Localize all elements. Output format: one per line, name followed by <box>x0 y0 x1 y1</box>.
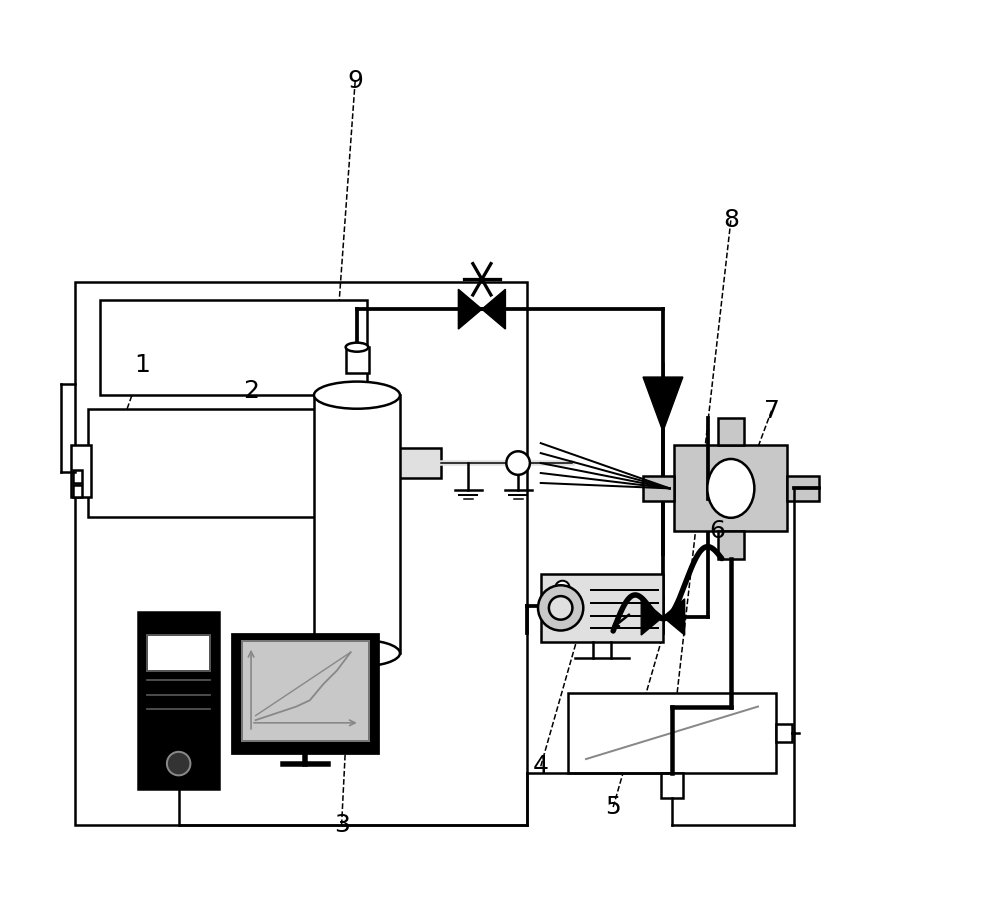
Text: 6: 6 <box>709 519 725 543</box>
Text: 4: 4 <box>533 755 549 778</box>
Bar <box>550 577 622 633</box>
Polygon shape <box>643 377 683 431</box>
Polygon shape <box>641 599 663 635</box>
Circle shape <box>555 581 570 596</box>
Bar <box>147 635 210 671</box>
Polygon shape <box>663 599 685 635</box>
Text: 5: 5 <box>605 795 621 819</box>
Bar <box>776 724 792 742</box>
Text: 2: 2 <box>243 379 259 402</box>
Bar <box>787 476 819 501</box>
Ellipse shape <box>346 342 368 351</box>
Text: 8: 8 <box>723 209 739 232</box>
Bar <box>568 693 776 773</box>
Bar <box>233 635 378 753</box>
Bar <box>138 612 219 789</box>
Polygon shape <box>458 290 482 329</box>
Bar <box>71 445 91 498</box>
Bar <box>73 470 82 483</box>
Bar <box>643 476 674 501</box>
Bar <box>242 641 369 741</box>
Text: 7: 7 <box>764 399 780 422</box>
Ellipse shape <box>314 381 400 409</box>
Bar <box>674 446 787 531</box>
Bar <box>661 773 683 798</box>
Bar <box>346 347 369 372</box>
Bar <box>718 419 744 446</box>
Bar <box>73 485 82 497</box>
Bar <box>387 448 441 479</box>
Text: 3: 3 <box>334 814 350 837</box>
Bar <box>568 583 588 599</box>
Bar <box>88 409 387 518</box>
Bar <box>314 395 400 653</box>
Bar <box>718 531 744 558</box>
Circle shape <box>167 752 190 775</box>
Text: 9: 9 <box>347 69 363 93</box>
Ellipse shape <box>314 639 400 666</box>
Circle shape <box>506 451 530 475</box>
Polygon shape <box>482 290 505 329</box>
Circle shape <box>538 586 583 630</box>
Circle shape <box>549 597 572 619</box>
Bar <box>541 574 663 642</box>
Text: 1: 1 <box>134 353 150 378</box>
Ellipse shape <box>707 459 754 518</box>
Bar <box>100 301 367 395</box>
Bar <box>75 282 527 825</box>
